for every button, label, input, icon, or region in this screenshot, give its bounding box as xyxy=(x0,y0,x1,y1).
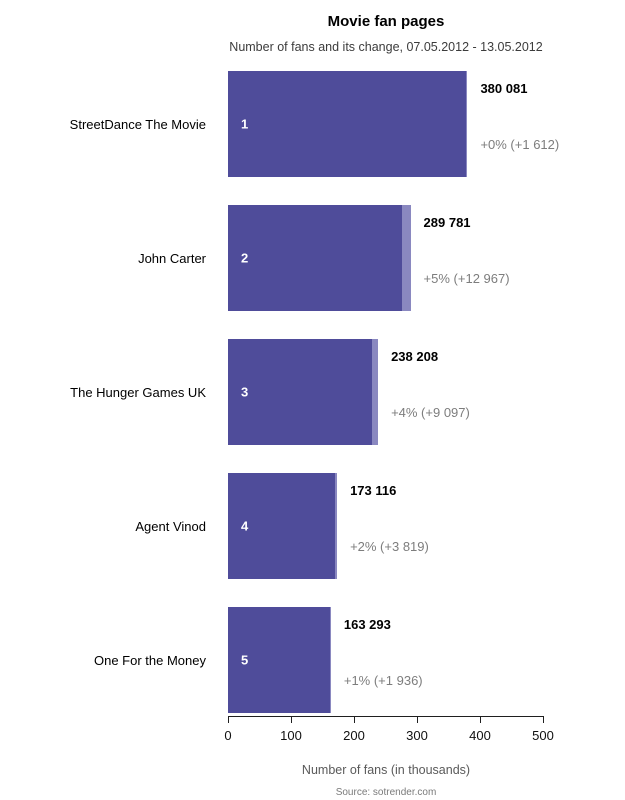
bar-value-label: 163 293 xyxy=(343,617,391,632)
bar-rank: 4 xyxy=(241,518,249,534)
bar-change-label: +4% (+9 097) xyxy=(391,405,470,420)
bar-change-segment xyxy=(466,71,468,177)
bar-row: John Carter 2 289 781 +5% (+12 967) xyxy=(0,205,625,311)
bar-value-label: 173 116 xyxy=(350,483,397,498)
bar-main-segment xyxy=(228,607,330,713)
bar-rank: 3 xyxy=(241,384,249,400)
chart-subtitle: Number of fans and its change, 07.05.201… xyxy=(229,40,543,54)
category-label: StreetDance The Movie xyxy=(69,116,206,132)
category-label: John Carter xyxy=(138,250,206,266)
category-label: Agent Vinod xyxy=(135,518,206,534)
tick-mark xyxy=(480,717,481,723)
bar: 2 xyxy=(228,205,411,311)
bar: 3 xyxy=(228,339,379,445)
bar-change-segment xyxy=(402,205,411,311)
bar-value-label: 380 081 xyxy=(480,81,528,96)
tick-mark xyxy=(228,717,229,723)
bar-row: StreetDance The Movie 1 380 081 +0% (+1 … xyxy=(0,71,625,177)
bar-change-segment xyxy=(372,339,379,445)
tick-label: 500 xyxy=(532,728,554,743)
bar-change-label: +5% (+12 967) xyxy=(423,271,510,286)
tick-label: 300 xyxy=(406,728,428,743)
category-label: One For the Money xyxy=(94,652,206,668)
bar-main-segment xyxy=(228,71,467,177)
tick-mark xyxy=(291,717,292,723)
chart-title: Movie fan pages xyxy=(327,13,445,30)
bar-rank: 5 xyxy=(241,652,249,668)
bar: 5 xyxy=(228,607,331,713)
tick-label: 200 xyxy=(343,728,365,743)
x-axis-line xyxy=(228,716,544,717)
bar-change-segment xyxy=(329,607,331,713)
bar-change-label: +1% (+1 936) xyxy=(343,673,423,688)
bar-change-label: +0% (+1 612) xyxy=(480,137,560,152)
tick-mark xyxy=(354,717,355,723)
bar-row: The Hunger Games UK 3 238 208 +4% (+9 09… xyxy=(0,339,625,445)
bar-rank: 2 xyxy=(241,250,249,266)
bar-change-label: +2% (+3 819) xyxy=(350,539,429,554)
bar-row: Agent Vinod 4 173 116 +2% (+3 819) xyxy=(0,473,625,579)
bar-value-label: 289 781 xyxy=(423,215,471,230)
bar-main-segment xyxy=(228,473,335,579)
category-label: The Hunger Games UK xyxy=(70,384,206,400)
tick-label: 400 xyxy=(469,728,491,743)
tick-label: 0 xyxy=(224,728,232,743)
bar-main-segment xyxy=(228,339,373,445)
source-credit: Source: sotrender.com xyxy=(335,787,437,798)
tick-mark xyxy=(417,717,418,723)
bar-row: One For the Money 5 163 293 +1% (+1 936) xyxy=(0,607,625,713)
tick-mark xyxy=(543,717,544,723)
x-axis-title: Number of fans (in thousands) xyxy=(301,763,471,777)
bar: 4 xyxy=(228,473,338,579)
tick-label: 100 xyxy=(280,728,302,743)
bar-change-segment xyxy=(334,473,338,579)
bar-rank: 1 xyxy=(241,116,249,132)
bar: 1 xyxy=(228,71,468,177)
x-axis: 0 100 200 300 400 500 xyxy=(224,716,554,758)
bar-main-segment xyxy=(228,205,403,311)
bar-value-label: 238 208 xyxy=(391,349,439,364)
